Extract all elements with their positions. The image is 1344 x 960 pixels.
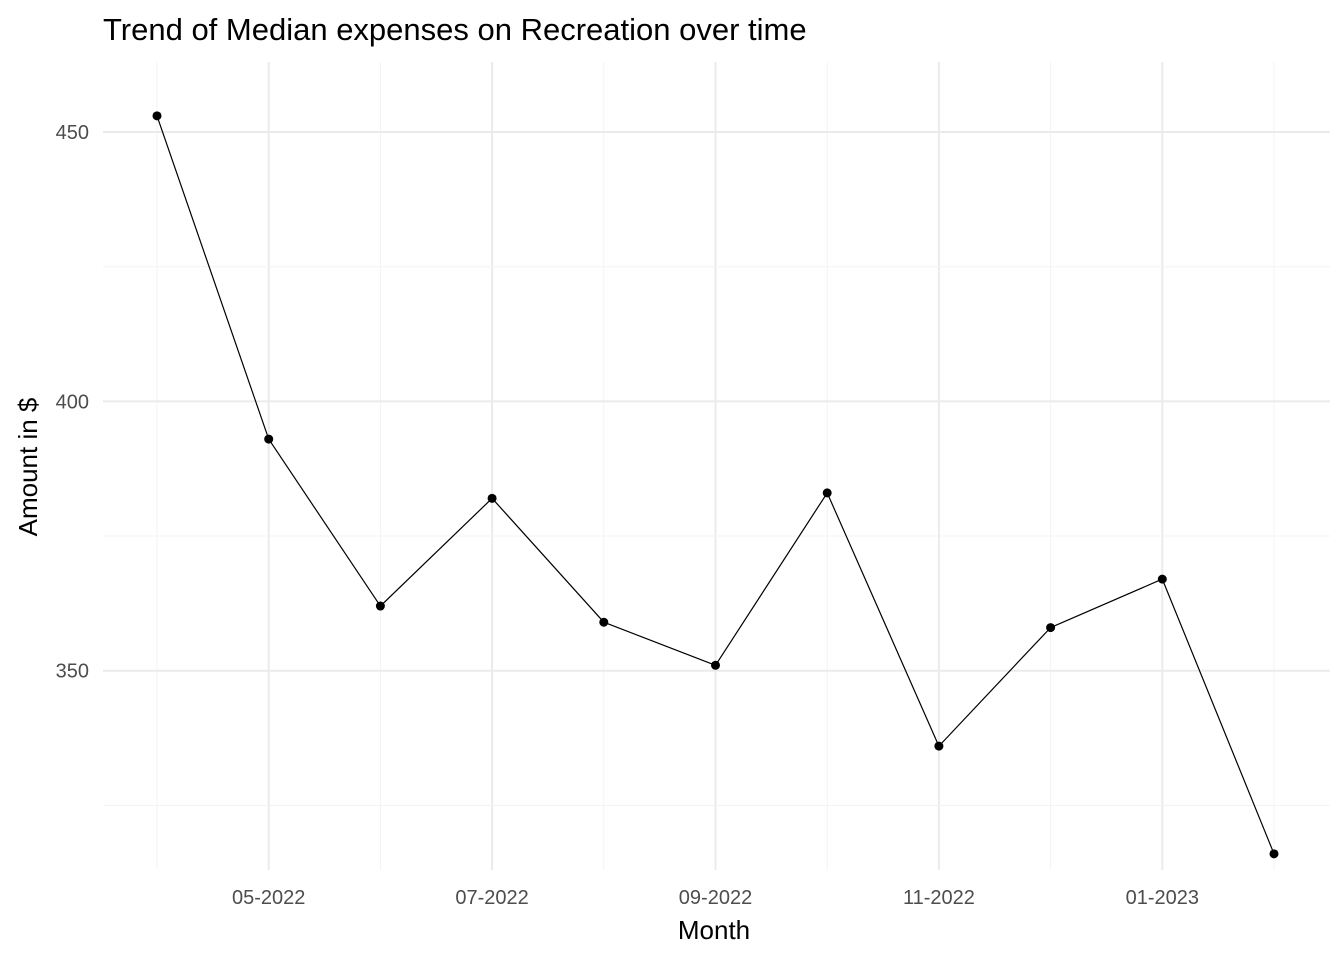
data-point — [1269, 849, 1279, 859]
x-tick-label: 07-2022 — [455, 887, 528, 909]
data-point — [487, 493, 497, 503]
chart-title: Trend of Median expenses on Recreation o… — [103, 12, 807, 47]
y-tick-label: 350 — [56, 661, 89, 683]
x-tick-label: 09-2022 — [679, 887, 752, 909]
data-point — [375, 601, 385, 611]
y-axis-ticks: 350 400 450 — [56, 122, 89, 683]
series-median-recreation — [152, 111, 1279, 859]
data-point — [599, 617, 609, 627]
data-point — [1157, 574, 1167, 584]
data-point — [822, 488, 832, 498]
x-axis-title: Month — [678, 915, 750, 945]
x-tick-label: 11-2022 — [903, 887, 975, 909]
data-point — [1046, 623, 1056, 633]
y-axis-title: Amount in $ — [13, 397, 43, 536]
x-axis-ticks: 05-2022 07-2022 09-2022 11-2022 01-2023 — [232, 887, 1199, 909]
data-point — [711, 660, 720, 670]
y-tick-label: 450 — [56, 122, 89, 144]
data-point — [934, 741, 944, 751]
x-tick-label: 01-2023 — [1126, 887, 1199, 909]
data-point — [264, 434, 274, 444]
x-tick-label: 05-2022 — [232, 887, 305, 909]
data-point — [152, 111, 162, 121]
grid — [103, 62, 1330, 870]
y-tick-label: 400 — [56, 391, 89, 413]
